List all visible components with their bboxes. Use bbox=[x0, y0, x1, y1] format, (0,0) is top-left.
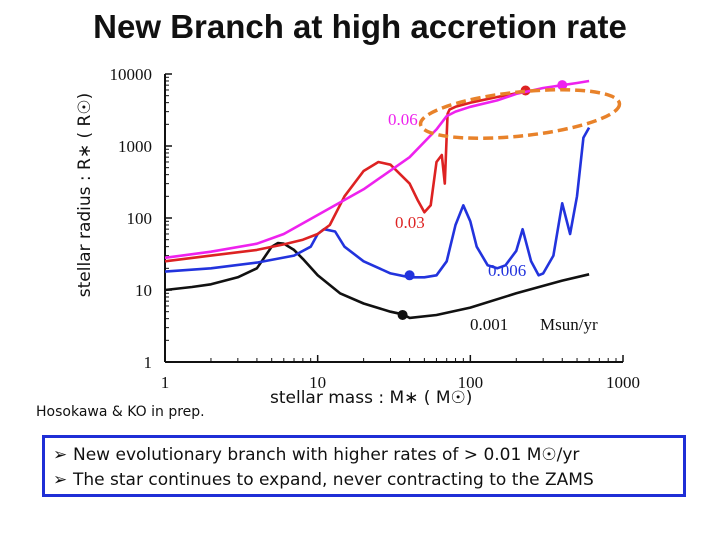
y-tick-label: 100 bbox=[127, 209, 153, 228]
note-text: The star continues to expand, never cont… bbox=[73, 470, 594, 490]
series-line-0.006 bbox=[164, 126, 591, 279]
y-tick-label: 1 bbox=[144, 353, 153, 372]
series-line-0.03 bbox=[164, 89, 526, 263]
x-tick-label: 10 bbox=[309, 373, 326, 392]
series-label-0.06: 0.06 bbox=[388, 110, 418, 129]
highlight-ellipse bbox=[418, 88, 622, 140]
arrow-bullet-icon: ➢ bbox=[53, 445, 68, 465]
series-line-0.001 bbox=[164, 241, 590, 320]
series-label-0.001: 0.001 bbox=[470, 315, 508, 334]
series-marker-0.001 bbox=[397, 309, 408, 320]
series-unit-label: Msun/yr bbox=[540, 315, 598, 334]
arrow-bullet-icon: ➢ bbox=[53, 470, 68, 490]
note-text: New evolutionary branch with higher rate… bbox=[73, 445, 580, 465]
x-tick-label: 1000 bbox=[606, 373, 640, 392]
credit-text: Hosokawa & KO in prep. bbox=[36, 404, 205, 420]
note-item: ➢ The star continues to expand, never con… bbox=[53, 468, 675, 493]
notes-box: ➢ New evolutionary branch with higher rat… bbox=[42, 435, 686, 497]
series-marker-0.006 bbox=[404, 270, 415, 281]
y-tick-label: 1000 bbox=[118, 137, 152, 156]
x-tick-label: 1 bbox=[161, 373, 170, 392]
x-tick-label: 100 bbox=[458, 373, 484, 392]
series-label-0.03: 0.03 bbox=[395, 213, 425, 232]
x-axis-label: stellar mass : M∗ ( M☉) bbox=[270, 388, 473, 408]
note-item: ➢ New evolutionary branch with higher rat… bbox=[53, 443, 675, 468]
series-label-0.006: 0.006 bbox=[488, 261, 526, 280]
y-tick-label: 10000 bbox=[110, 65, 153, 84]
slide-title: New Branch at high accretion rate bbox=[93, 8, 627, 45]
series-line-0.06 bbox=[164, 79, 590, 260]
series-marker-0.06 bbox=[557, 80, 568, 91]
y-tick-label: 10 bbox=[135, 281, 152, 300]
